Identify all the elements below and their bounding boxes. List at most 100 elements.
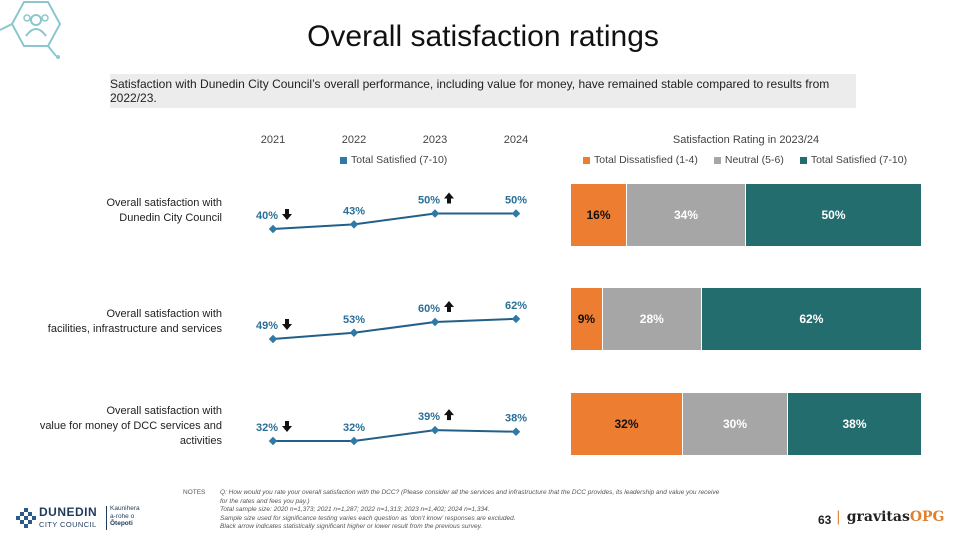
dunedin-logo: DUNEDIN CITY COUNCIL Kaunihera a-rohe o … xyxy=(16,504,156,534)
trend-point xyxy=(350,437,358,445)
legend-label-satisfied: Total Satisfied (7-10) xyxy=(811,154,907,166)
trend-data-label: 50% xyxy=(418,195,440,207)
significant-decrease-arrow-icon xyxy=(282,421,292,432)
trend-point xyxy=(512,209,520,217)
notes-line: Sample size used for significance testin… xyxy=(220,515,800,524)
legend-swatch-neutral xyxy=(714,157,721,164)
trend-point xyxy=(350,220,358,228)
year-label-2021: 2021 xyxy=(253,134,293,146)
significant-increase-arrow-icon xyxy=(444,409,454,420)
subtitle-banner: Satisfaction with Dunedin City Council’s… xyxy=(110,74,856,108)
trend-data-label: 50% xyxy=(505,195,527,207)
trend-point xyxy=(269,225,277,233)
trend-point xyxy=(350,329,358,337)
bar-segment: 9% xyxy=(571,288,603,350)
row-label-line: Overall satisfaction with xyxy=(22,196,222,211)
logo-sub: CITY COUNCIL xyxy=(39,520,97,529)
year-label-2024: 2024 xyxy=(496,134,536,146)
bar-chart-title: Satisfaction Rating in 2023/24 xyxy=(571,134,921,146)
trend-line xyxy=(273,319,516,339)
trend-point xyxy=(512,427,520,435)
brand-main: gravitas xyxy=(847,509,910,525)
subtitle-text: Satisfaction with Dunedin City Council’s… xyxy=(110,77,856,105)
logo-maori-line: Kaunihera xyxy=(110,505,140,513)
trend-data-label: 53% xyxy=(343,314,365,326)
year-label-2023: 2023 xyxy=(415,134,455,146)
trend-point xyxy=(512,315,520,323)
logo-divider xyxy=(106,506,107,530)
legend-satisfied: Total Satisfied (7-10) xyxy=(800,154,907,166)
gravitas-logo: | gravitasOPG xyxy=(836,509,945,525)
bar-data-label: 34% xyxy=(674,208,698,222)
significant-increase-arrow-icon xyxy=(444,301,454,312)
trend-data-label: 40% xyxy=(256,210,278,222)
legend-dissatisfied: Total Dissatisfied (1-4) xyxy=(583,154,698,166)
stacked-bar: 9% 28% 62% xyxy=(571,288,921,350)
bar-data-label: 9% xyxy=(578,312,595,326)
bar-data-label: 50% xyxy=(821,208,845,222)
bar-segment: 50% xyxy=(746,184,921,246)
bar-data-label: 38% xyxy=(842,417,866,431)
trend-data-label: 49% xyxy=(256,320,278,332)
row-label-facilities: Overall satisfaction with facilities, in… xyxy=(22,307,222,337)
row-label-line: Overall satisfaction with xyxy=(22,307,222,322)
trend-data-label: 38% xyxy=(505,413,527,425)
legend-swatch-satisfied xyxy=(340,157,347,164)
trend-point xyxy=(269,335,277,343)
dunedin-emblem-icon xyxy=(16,508,36,528)
legend-label-neutral: Neutral (5-6) xyxy=(725,154,784,166)
bar-segment: 34% xyxy=(627,184,746,246)
page-title: Overall satisfaction ratings xyxy=(0,20,966,54)
row-label-line: Overall satisfaction with xyxy=(22,404,222,419)
significant-increase-arrow-icon xyxy=(444,193,454,204)
brand-suffix: OPG xyxy=(910,509,945,525)
bar-segment: 30% xyxy=(683,393,788,455)
notes-label: NOTES xyxy=(183,489,205,498)
trend-line xyxy=(273,430,516,441)
bar-segment: 62% xyxy=(702,288,921,350)
bar-segment: 38% xyxy=(788,393,921,455)
page-number: 63 xyxy=(818,513,831,527)
notes-line: for the rates and fees you pay.) xyxy=(220,498,800,507)
bar-data-label: 28% xyxy=(640,312,664,326)
row-label-value-for-money: Overall satisfaction with value for mone… xyxy=(22,404,222,449)
notes-line: Total sample size: 2020 n=1,373; 2021 n=… xyxy=(220,506,800,515)
bar-data-label: 62% xyxy=(799,312,823,326)
significant-decrease-arrow-icon xyxy=(282,209,292,220)
logo-name: DUNEDIN xyxy=(39,505,97,519)
bar-legend: Total Dissatisfied (1-4) Neutral (5-6) T… xyxy=(583,154,907,166)
trend-point xyxy=(431,426,439,434)
logo-maori: Kaunihera a-rohe o Ōtepoti xyxy=(110,505,140,528)
logo-maori-line: a-rohe o xyxy=(110,513,140,521)
bar-data-label: 16% xyxy=(586,208,610,222)
bar-segment: 28% xyxy=(603,288,702,350)
row-label-council: Overall satisfaction with Dunedin City C… xyxy=(22,196,222,226)
row-label-line: Dunedin City Council xyxy=(22,211,222,226)
trend-data-label: 32% xyxy=(343,422,365,434)
trend-point xyxy=(431,209,439,217)
legend-swatch-satisfied-bar xyxy=(800,157,807,164)
line-legend-label: Total Satisfied (7-10) xyxy=(351,154,447,166)
trend-line-chart: 40% 43%50% 50%49%53%60% 62%32% 32%39% 38% xyxy=(230,170,550,460)
notes-line: Q: How would you rate your overall satis… xyxy=(220,489,800,498)
row-label-line: value for money of DCC services and xyxy=(22,419,222,434)
logo-maori-line: Ōtepoti xyxy=(110,520,140,528)
bar-segment: 16% xyxy=(571,184,627,246)
row-label-line: facilities, infrastructure and services xyxy=(22,322,222,337)
trend-data-label: 32% xyxy=(256,422,278,434)
legend-neutral: Neutral (5-6) xyxy=(714,154,784,166)
notes-line: Black arrow indicates statistically sign… xyxy=(220,523,800,532)
trend-data-label: 62% xyxy=(505,300,527,312)
trend-data-label: 60% xyxy=(418,303,440,315)
trend-data-label: 39% xyxy=(418,411,440,423)
stacked-bar: 32% 30% 38% xyxy=(571,393,921,455)
legend-label-dissatisfied: Total Dissatisfied (1-4) xyxy=(594,154,698,166)
stacked-bar: 16% 34% 50% xyxy=(571,184,921,246)
line-legend: Total Satisfied (7-10) xyxy=(340,154,447,166)
legend-swatch-dissatisfied xyxy=(583,157,590,164)
trend-point xyxy=(431,318,439,326)
year-label-2022: 2022 xyxy=(334,134,374,146)
row-label-line: activities xyxy=(22,434,222,449)
trend-point xyxy=(269,437,277,445)
notes-text: Q: How would you rate your overall satis… xyxy=(220,489,800,532)
